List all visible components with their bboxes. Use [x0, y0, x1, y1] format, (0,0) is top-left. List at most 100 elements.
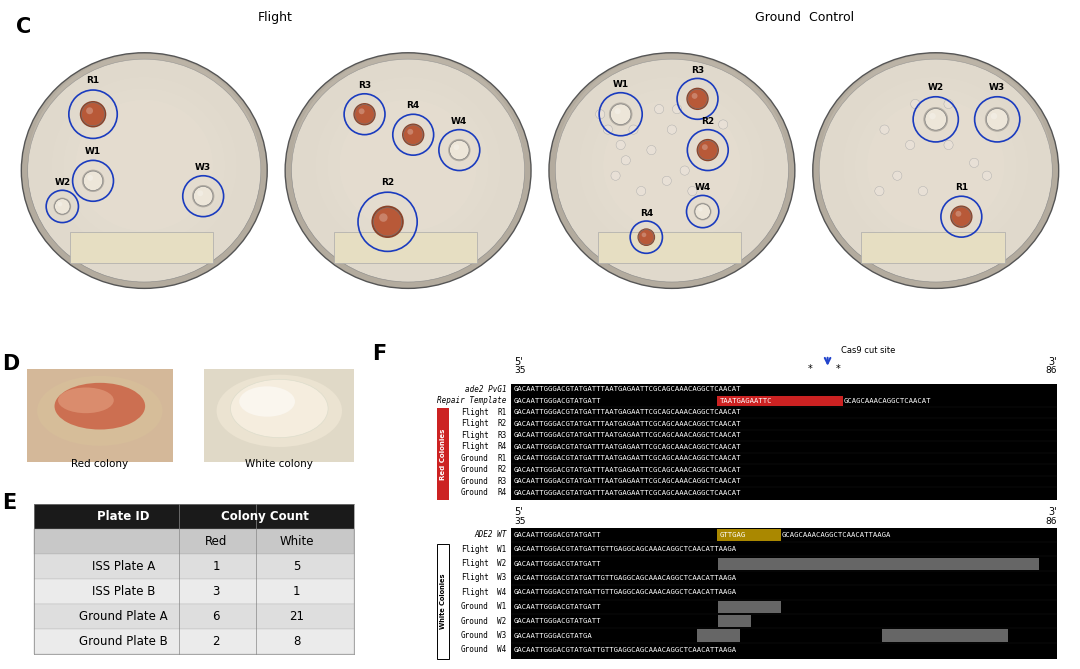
Text: 5': 5'	[514, 357, 523, 367]
Ellipse shape	[555, 54, 788, 277]
Bar	[882, 630, 957, 642]
Text: GACAATTGGGACGTATGATTTAATGAGAATTCGCAGCAAACAGGCTCAACAT: GACAATTGGGACGTATGATTTAATGAGAATTCGCAGCAAA…	[513, 467, 741, 473]
Circle shape	[918, 187, 928, 195]
Text: GACAATTGGGACGTATGATTGTTGAGGCAGCAAACAGGCTCAACATTAAGA: GACAATTGGGACGTATGATTGTTGAGGCAGCAAACAGGCT…	[513, 575, 737, 581]
Circle shape	[359, 108, 365, 114]
Ellipse shape	[292, 59, 525, 282]
Text: 5: 5	[293, 560, 300, 573]
Circle shape	[673, 104, 681, 114]
Bar	[511, 528, 1057, 659]
Circle shape	[621, 156, 631, 165]
Text: Ground: Ground	[461, 631, 488, 640]
Bar	[70, 232, 214, 263]
Text: R3: R3	[357, 81, 372, 90]
Circle shape	[355, 104, 375, 124]
Text: W3: W3	[195, 163, 212, 172]
Circle shape	[693, 203, 712, 220]
Text: ADE2 WT: ADE2 WT	[474, 531, 507, 539]
Circle shape	[983, 171, 991, 181]
Text: ISS Plate B: ISS Plate B	[92, 585, 156, 598]
Text: White: White	[280, 535, 314, 549]
Bar	[955, 630, 1009, 642]
Text: GACAATTGGGACGTATGATTTAATGAGAATTCGCAGCAAACAGGCTCAACAT: GACAATTGGGACGTATGATTTAATGAGAATTCGCAGCAAA…	[513, 490, 741, 496]
Text: Red colony: Red colony	[71, 459, 129, 469]
Text: 3': 3'	[1049, 507, 1057, 517]
Bar	[33, 529, 354, 555]
Circle shape	[192, 185, 214, 207]
Text: W1: W1	[498, 545, 507, 554]
Circle shape	[83, 171, 103, 191]
Text: 35: 35	[514, 517, 526, 526]
Text: 8: 8	[293, 635, 300, 648]
Text: R2: R2	[498, 466, 507, 474]
Circle shape	[698, 140, 717, 160]
Bar	[437, 408, 449, 500]
Text: F: F	[372, 345, 386, 365]
Bar	[33, 555, 354, 579]
Ellipse shape	[339, 100, 476, 231]
Ellipse shape	[230, 379, 328, 438]
Circle shape	[647, 145, 656, 155]
Text: 5': 5'	[514, 507, 523, 517]
Circle shape	[616, 140, 625, 150]
Text: R4: R4	[406, 102, 420, 110]
Circle shape	[642, 233, 646, 237]
Circle shape	[875, 187, 885, 195]
Text: 3: 3	[213, 585, 220, 598]
Text: Ground: Ground	[461, 477, 488, 486]
Text: Ground: Ground	[461, 602, 488, 611]
Circle shape	[880, 125, 889, 134]
Text: GACAATTGGGACGTATGATT: GACAATTGGGACGTATGATT	[513, 618, 600, 624]
Ellipse shape	[217, 375, 342, 447]
Circle shape	[604, 125, 612, 134]
Text: Flight: Flight	[258, 11, 293, 24]
Text: Flight: Flight	[461, 588, 488, 597]
Circle shape	[198, 191, 203, 196]
Text: Flight: Flight	[461, 559, 488, 568]
Text: Flight: Flight	[461, 419, 488, 428]
Ellipse shape	[285, 53, 531, 288]
Ellipse shape	[22, 53, 267, 288]
Ellipse shape	[567, 66, 777, 266]
Text: GACAATTGGGACGTATGATTGTTGAGGCAGCAAACAGGCTCAACATTAAGA: GACAATTGGGACGTATGATTGTTGAGGCAGCAAACAGGCT…	[513, 647, 737, 653]
Text: Ground Plate B: Ground Plate B	[79, 635, 167, 648]
Text: 21: 21	[289, 610, 303, 624]
Circle shape	[55, 199, 70, 214]
Circle shape	[697, 139, 719, 161]
Bar	[923, 557, 1039, 569]
Text: White Colonies: White Colonies	[440, 574, 446, 630]
Text: *: *	[836, 364, 840, 373]
Bar	[511, 384, 1057, 500]
Ellipse shape	[76, 100, 213, 231]
Text: R3: R3	[498, 431, 507, 440]
Text: Plate ID: Plate ID	[97, 510, 150, 523]
Text: 6: 6	[213, 610, 220, 624]
Circle shape	[944, 140, 954, 150]
Text: Colony Count: Colony Count	[220, 510, 309, 523]
Circle shape	[951, 207, 971, 226]
Text: E: E	[2, 493, 16, 513]
Text: 1: 1	[213, 560, 220, 573]
Circle shape	[662, 176, 672, 185]
Ellipse shape	[54, 383, 145, 429]
Circle shape	[374, 207, 402, 236]
Bar	[33, 579, 354, 604]
Circle shape	[87, 175, 93, 181]
Text: GACAATTGGGACGTATGATTTAATGAGAATTCGCAGCAAACAGGCTCAACAT: GACAATTGGGACGTATGATTTAATGAGAATTCGCAGCAAA…	[513, 432, 741, 438]
Text: W2: W2	[498, 559, 507, 568]
Circle shape	[680, 166, 689, 175]
Circle shape	[929, 113, 935, 119]
Text: 3': 3'	[1049, 357, 1057, 367]
Text: C: C	[16, 17, 31, 37]
Circle shape	[636, 187, 646, 195]
Text: Flight: Flight	[461, 545, 488, 554]
Circle shape	[698, 207, 703, 211]
Ellipse shape	[843, 77, 1028, 254]
Circle shape	[950, 205, 972, 228]
Bar	[33, 604, 354, 629]
Text: Ground: Ground	[461, 454, 488, 463]
Circle shape	[609, 102, 633, 126]
Text: Flight: Flight	[461, 442, 488, 452]
Circle shape	[454, 145, 459, 150]
Text: R4: R4	[498, 442, 507, 452]
